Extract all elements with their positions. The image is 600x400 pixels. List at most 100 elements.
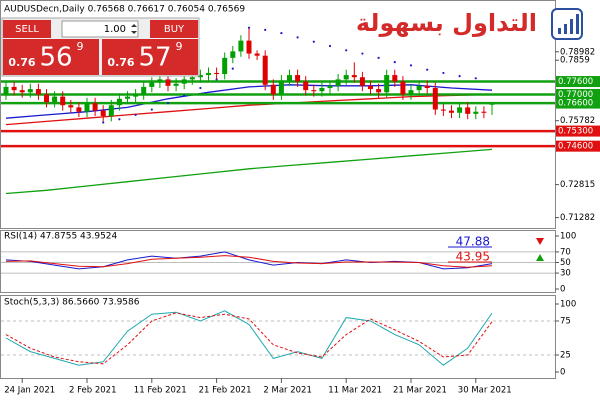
marker-label: 47.88 bbox=[456, 235, 490, 249]
candle-body bbox=[214, 72, 220, 74]
candle-body bbox=[165, 79, 171, 86]
sar-dot bbox=[199, 86, 202, 90]
candle-body bbox=[44, 94, 49, 102]
sell-button[interactable] bbox=[3, 20, 51, 38]
candle-body bbox=[35, 89, 41, 95]
candle-body bbox=[11, 86, 17, 91]
level-label-box bbox=[556, 88, 600, 100]
level-label: 0.74600 bbox=[558, 142, 593, 152]
candle-body bbox=[3, 86, 9, 95]
candle-body bbox=[19, 90, 25, 93]
candle-body bbox=[149, 82, 155, 87]
sar-dot bbox=[426, 68, 429, 71]
candle-body bbox=[206, 72, 211, 76]
logo: التداول بسهولة bbox=[356, 8, 583, 40]
indicator-line bbox=[5, 312, 493, 365]
x-tick-label: 2 Feb 2021 bbox=[69, 386, 117, 396]
candle-body bbox=[319, 88, 325, 92]
marker-arrow bbox=[536, 254, 544, 261]
sar-dot bbox=[280, 31, 283, 35]
candle-body bbox=[473, 111, 479, 114]
candle-body bbox=[92, 103, 98, 111]
candle-body bbox=[270, 84, 276, 95]
main-panel-frame bbox=[0, 0, 556, 229]
candle-body bbox=[392, 75, 398, 82]
candle-body bbox=[400, 81, 406, 95]
sar-dot bbox=[345, 49, 348, 52]
buy-price-pips: 57 bbox=[138, 43, 171, 73]
logo-text: التداول بسهولة bbox=[356, 9, 537, 37]
candle-body bbox=[116, 98, 122, 106]
candle-body bbox=[141, 86, 147, 95]
candle-body bbox=[125, 96, 130, 99]
candle-body bbox=[84, 103, 90, 112]
candle-body bbox=[222, 57, 228, 74]
candle-body bbox=[295, 75, 301, 82]
sar-dot bbox=[393, 61, 396, 64]
level-label: 0.77000 bbox=[558, 90, 593, 100]
sar-dot bbox=[409, 64, 413, 67]
y-tick-label: 75 bbox=[560, 317, 571, 327]
candle-body bbox=[335, 79, 341, 86]
candle-body bbox=[262, 55, 268, 85]
candle-body bbox=[197, 75, 203, 78]
candle-body bbox=[457, 107, 463, 113]
candle-body bbox=[52, 96, 58, 102]
level-label-box bbox=[556, 125, 600, 137]
y-tick-label: 30 bbox=[560, 269, 571, 279]
marker-arrow bbox=[536, 238, 544, 245]
y-tick-label: 0.75782 bbox=[560, 116, 595, 126]
candle-body bbox=[246, 40, 252, 54]
level-label-box bbox=[556, 97, 600, 109]
candle-body bbox=[449, 110, 454, 113]
x-tick-label: 11 Mar 2021 bbox=[328, 386, 382, 396]
sar-dot bbox=[102, 121, 105, 124]
volume-spinner[interactable] bbox=[131, 24, 137, 34]
candle-body bbox=[287, 75, 292, 81]
sar-dot bbox=[183, 94, 186, 97]
y-tick-label: 0.78982 bbox=[560, 47, 595, 57]
candle-body bbox=[368, 85, 373, 90]
level-label-box bbox=[556, 140, 600, 152]
candle-body bbox=[254, 53, 260, 56]
level-label: 0.75300 bbox=[558, 127, 593, 137]
volume[interactable]: 1.00 bbox=[104, 24, 126, 35]
x-tick-label: 30 Mar 2021 bbox=[458, 386, 512, 396]
buy-price-box[interactable] bbox=[102, 39, 198, 75]
buy-label[interactable]: BUY bbox=[164, 24, 185, 35]
candle-body bbox=[376, 89, 382, 93]
sar-dot bbox=[312, 40, 315, 43]
main-title: AUDUSDecn,Daily 0.76568 0.76617 0.76054 … bbox=[4, 5, 245, 15]
candle-body bbox=[481, 111, 487, 113]
sell-label[interactable]: SELL bbox=[15, 24, 39, 35]
level-label-box bbox=[556, 76, 600, 88]
logo-bars bbox=[558, 14, 579, 34]
sell-price-box[interactable] bbox=[3, 39, 99, 75]
sar-dot bbox=[166, 101, 170, 105]
sar-dot bbox=[474, 77, 477, 80]
candle-body bbox=[343, 75, 349, 80]
candle-body bbox=[238, 40, 244, 52]
candle-body bbox=[327, 85, 333, 88]
y-tick-label: 0.71282 bbox=[560, 213, 595, 223]
candle-body bbox=[432, 88, 438, 110]
candle-body bbox=[60, 96, 66, 106]
volume-box[interactable] bbox=[61, 20, 139, 38]
trade-panel: SELL 1.00 BUY 0.76 56 9 0.76 57 9 bbox=[1, 17, 200, 77]
candle-body bbox=[76, 107, 82, 112]
candle-body bbox=[68, 105, 74, 108]
y-tick-label: 50 bbox=[560, 258, 571, 268]
y-tick-label: 100 bbox=[560, 232, 576, 242]
candle-body bbox=[278, 80, 284, 95]
candle-body bbox=[384, 75, 390, 93]
candle-body bbox=[311, 90, 317, 92]
sar-dot bbox=[442, 71, 445, 75]
candle-body bbox=[181, 79, 187, 84]
candle-body bbox=[27, 89, 33, 93]
y-tick-label: 100 bbox=[560, 300, 576, 310]
candle-body bbox=[359, 77, 365, 86]
sell-price-prefix: 0.76 bbox=[8, 56, 35, 69]
sar-dot bbox=[377, 56, 380, 59]
stoch-panel-frame bbox=[0, 295, 556, 379]
buy-button[interactable] bbox=[150, 20, 198, 38]
